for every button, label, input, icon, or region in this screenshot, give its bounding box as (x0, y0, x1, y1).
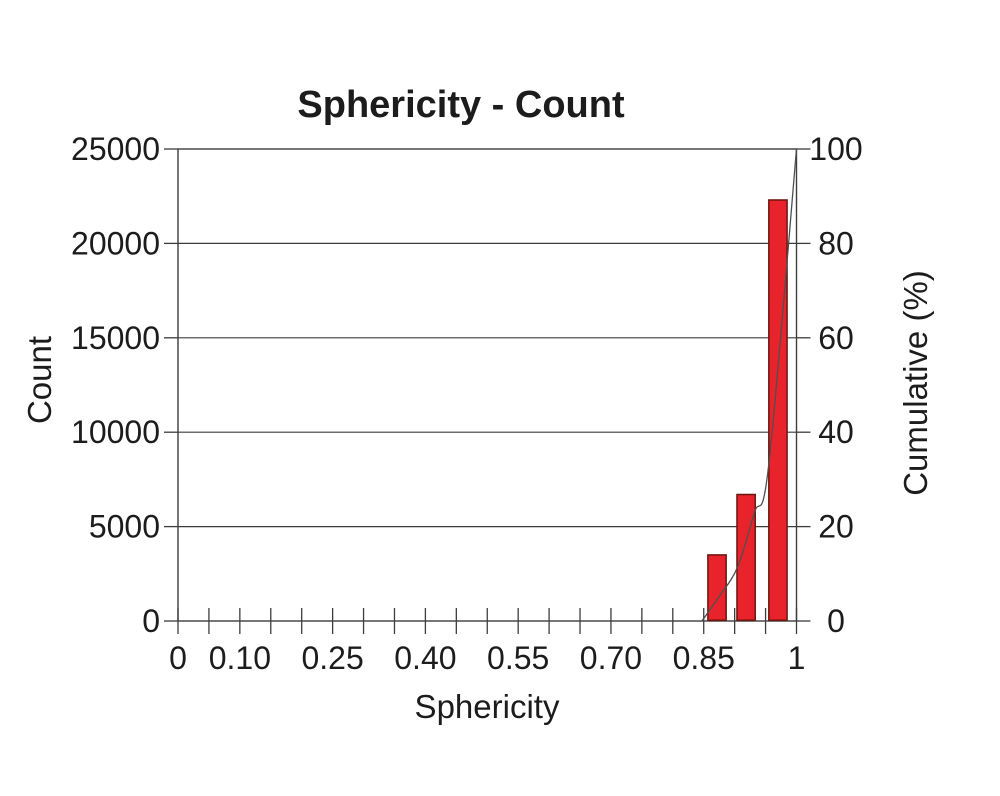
x-tick-label: 0.70 (580, 640, 642, 676)
x-tick-label: 0.40 (394, 640, 456, 676)
y-left-tick-label: 10000 (71, 414, 160, 450)
x-tick-label: 1 (788, 640, 806, 676)
histogram-bar (707, 554, 727, 622)
x-axis-title: Sphericity (414, 688, 560, 725)
y-right-tick-label: 40 (818, 414, 854, 450)
x-tick-label: 0.85 (673, 640, 735, 676)
y-left-tick-label: 5000 (89, 509, 160, 545)
y-left-tick-label: 15000 (71, 320, 160, 356)
y-right-tick-label: 20 (818, 509, 854, 545)
y-left-tick-label: 20000 (71, 225, 160, 261)
histogram-bar (768, 199, 788, 622)
y-right-tick-labels: 0 20 40 60 80 100 (809, 131, 862, 639)
x-tick-label: 0.55 (487, 640, 549, 676)
plot-border (177, 148, 798, 622)
gridlines (178, 242, 797, 528)
y-left-tick-labels: 0 5000 10000 15000 20000 25000 (71, 131, 160, 639)
x-tick-labels: 0 0.10 0.25 0.40 0.55 0.70 0.85 1 (169, 640, 805, 676)
y-left-ticks (164, 148, 178, 622)
y-right-ticks (796, 148, 811, 622)
y-right-tick-label: 100 (809, 131, 862, 167)
x-tick-label: 0.25 (301, 640, 363, 676)
x-tick-label: 0 (169, 640, 187, 676)
cumulative-line (701, 148, 798, 622)
y-right-tick-label: 60 (818, 320, 854, 356)
y-left-tick-label: 25000 (71, 131, 160, 167)
histogram-bar (736, 493, 756, 622)
y-left-tick-label: 0 (142, 603, 160, 639)
y-right-tick-label: 0 (827, 603, 845, 639)
y-right-tick-label: 80 (818, 225, 854, 261)
bars-group (707, 199, 788, 622)
x-ticks (177, 608, 798, 634)
chart-title: Sphericity - Count (297, 84, 625, 126)
x-tick-label: 0.10 (209, 640, 271, 676)
